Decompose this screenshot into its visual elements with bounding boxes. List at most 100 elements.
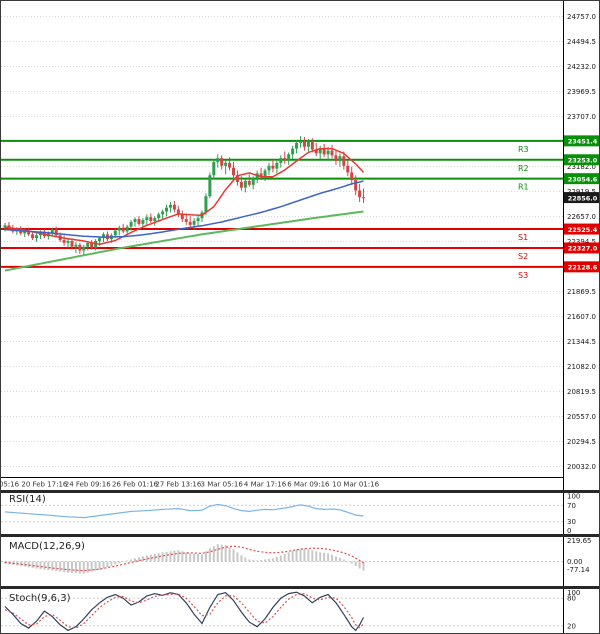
price-badge-s1-text: 22525.4 [568, 226, 598, 234]
candle-body [117, 227, 121, 231]
candle-body [310, 141, 314, 150]
candle-body [54, 229, 58, 236]
macd-histogram-bar [303, 548, 306, 562]
macd-histogram-bar [126, 560, 129, 562]
macd-axis-label: 0.00 [567, 558, 583, 566]
macd-histogram-bar [145, 555, 148, 562]
candle-body [314, 149, 318, 154]
price-badge-r2 [564, 154, 599, 166]
macd-histogram-bar [86, 561, 89, 573]
macd-histogram-bar [287, 552, 290, 562]
candle-body [283, 158, 287, 161]
candle-body [168, 204, 172, 208]
price-badge-s1 [564, 223, 599, 235]
macd-histogram-bar [224, 545, 227, 562]
macd-histogram-bar [323, 552, 326, 562]
macd-histogram-bar [51, 561, 54, 571]
y-axis-label: 24757.0 [567, 13, 596, 21]
macd-histogram-bar [204, 551, 207, 562]
candle-body [86, 242, 90, 247]
macd-axis-label: -77.14 [567, 566, 590, 574]
macd-histogram-bar [267, 558, 270, 562]
macd-histogram-bar [291, 550, 294, 562]
macd-histogram-bar [114, 561, 117, 565]
candle-body [299, 141, 302, 143]
x-axis-label: 10 Mar 01:16 [332, 481, 379, 489]
candle-body [279, 158, 283, 163]
macd-histogram-bar [27, 561, 30, 568]
macd-histogram-bar [47, 561, 50, 571]
candle-body [204, 196, 208, 213]
candle-body [342, 156, 346, 166]
x-axis-label: 20 Feb 17:16 [21, 481, 67, 489]
candle-body [346, 165, 350, 173]
candle-body [78, 244, 82, 251]
pivot-label-s1: S1 [518, 233, 528, 242]
y-axis-label: 24494.5 [567, 38, 596, 46]
macd-histogram-bar [271, 558, 274, 562]
ma-line-mid [4, 180, 364, 238]
ma-line-fast [4, 147, 365, 246]
candle-body [247, 181, 251, 185]
x-axis-label: 6 Mar 09:16 [287, 481, 330, 489]
macd-histogram-bar [130, 559, 133, 562]
macd-histogram-bar [228, 547, 231, 562]
candle-body [161, 211, 165, 215]
x-axis-label: 26 Feb 01:16 [112, 481, 158, 489]
macd-histogram-bar [137, 557, 140, 562]
candle-body [74, 244, 78, 247]
candle-body [149, 217, 153, 221]
macd-histogram-bar [173, 550, 176, 562]
macd-histogram-bar [55, 561, 58, 572]
macd-histogram-bar [177, 550, 180, 562]
candle-body [192, 221, 196, 225]
macd-histogram-bar [70, 561, 73, 573]
candle-body [62, 240, 66, 243]
candle-body [291, 148, 295, 155]
pivot-label-s2: S2 [518, 252, 528, 261]
candle-body [3, 225, 7, 228]
pivot-label-s3: S3 [518, 271, 528, 280]
candle-body [172, 204, 176, 210]
candle-body [188, 221, 192, 225]
candle-body [326, 150, 330, 155]
candle-body [354, 180, 358, 191]
macd-histogram-bar [193, 553, 196, 562]
macd-histogram-bar [122, 561, 125, 563]
rsi-axis-label: 30 [567, 518, 576, 526]
price-badge-r3 [564, 135, 599, 147]
macd-histogram-bar [201, 554, 203, 562]
candle-body [27, 230, 31, 235]
macd-histogram-bar [67, 561, 70, 573]
macd-histogram-bar [220, 544, 223, 562]
y-axis-label: 21344.5 [567, 338, 596, 346]
candle-body [263, 170, 267, 177]
candle-body [102, 234, 105, 239]
macd-histogram-bar [35, 561, 38, 569]
candle-body [239, 181, 243, 188]
candle-body [271, 165, 275, 169]
macd-histogram-bar [19, 561, 22, 567]
candle-body [362, 197, 366, 199]
macd-histogram-bar [90, 561, 93, 572]
macd-histogram-bar [43, 561, 46, 570]
price-badge-current-text: 22856.0 [568, 194, 598, 202]
candle-body [267, 165, 271, 171]
candle-body [318, 148, 322, 154]
macd-histogram-bar [295, 549, 298, 562]
macd-histogram-bar [78, 561, 81, 574]
candle-body [153, 218, 157, 221]
candle-body [330, 150, 334, 156]
candle-body [90, 242, 94, 248]
macd-histogram-bar [311, 550, 314, 562]
macd-histogram-bar [102, 561, 105, 569]
macd-histogram-bar [331, 554, 334, 562]
macd-histogram-bar [260, 559, 263, 562]
macd-histogram-bar [11, 561, 14, 565]
macd-histogram-bar [236, 552, 239, 562]
price-badge-r3-text: 23451.4 [568, 138, 598, 146]
macd-histogram-bar [338, 557, 341, 562]
macd-histogram-bar [283, 553, 286, 562]
macd-histogram-bar [232, 549, 235, 562]
